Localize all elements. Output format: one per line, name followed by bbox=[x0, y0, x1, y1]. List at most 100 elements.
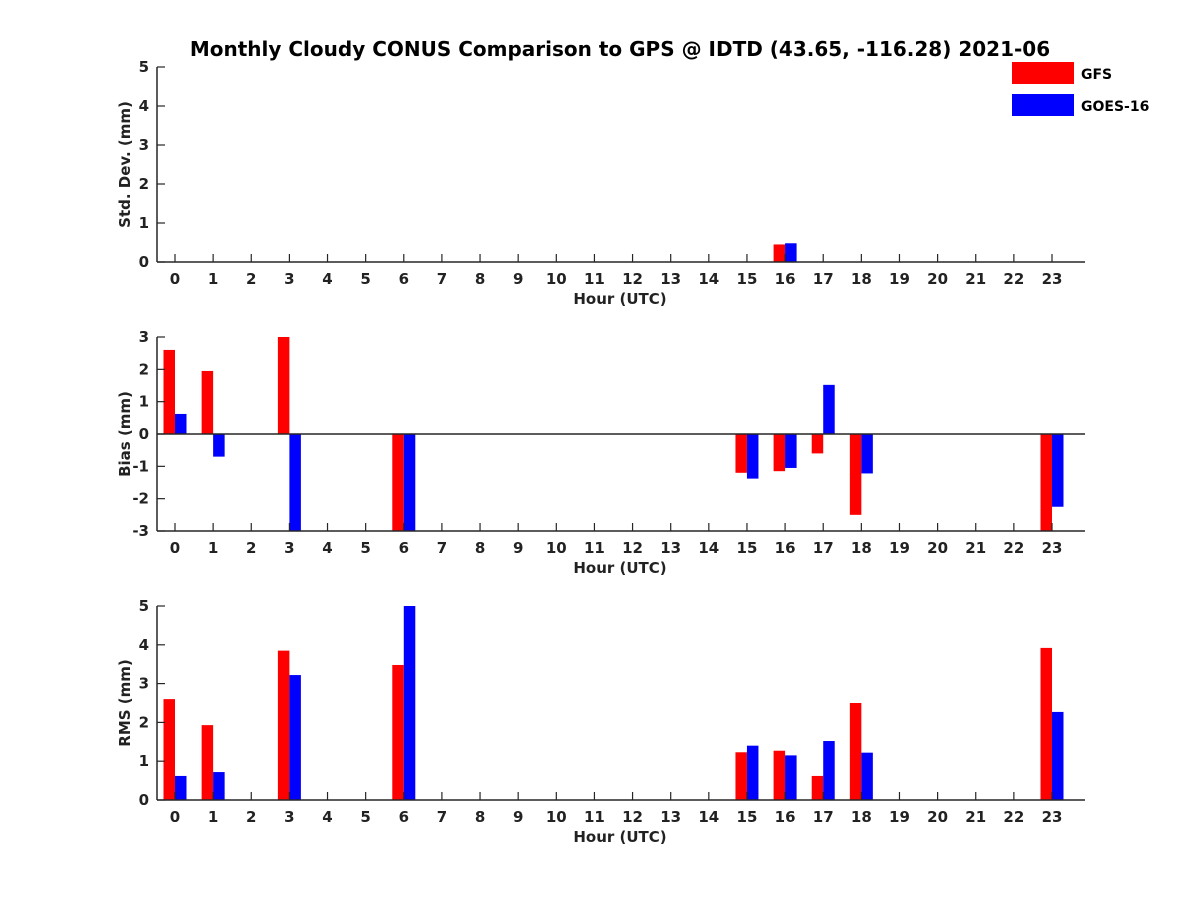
x-tick-label: 23 bbox=[1042, 808, 1063, 826]
x-axis-label: Hour (UTC) bbox=[573, 559, 666, 577]
bar-goes-16-hour-23 bbox=[1052, 434, 1064, 507]
x-tick-label: 10 bbox=[546, 270, 567, 288]
x-tick-label: 0 bbox=[170, 808, 180, 826]
x-tick-label: 13 bbox=[660, 270, 681, 288]
legend-item-goes-16: GOES-16 bbox=[1012, 94, 1149, 116]
x-tick-label: 1 bbox=[208, 270, 218, 288]
legend-label: GFS bbox=[1081, 67, 1112, 83]
bar-goes-16-hour-1 bbox=[213, 772, 225, 800]
x-tick-label: 20 bbox=[927, 539, 948, 557]
x-tick-label: 19 bbox=[889, 808, 910, 826]
bar-gfs-hour-3 bbox=[277, 337, 290, 434]
bar-goes-16-hour-15 bbox=[746, 745, 759, 800]
x-tick-label: 16 bbox=[775, 808, 796, 826]
x-tick-label: 6 bbox=[399, 270, 409, 288]
bar-goes-16-hour-17 bbox=[823, 741, 835, 800]
x-tick-label: 1 bbox=[208, 539, 218, 557]
x-tick-label: 2 bbox=[246, 539, 256, 557]
y-tick-label: 1 bbox=[139, 752, 149, 770]
bar-gfs-hour-16 bbox=[773, 434, 786, 472]
y-tick-label: 5 bbox=[139, 597, 149, 615]
x-tick-label: 4 bbox=[322, 270, 332, 288]
bar-goes-16-hour-17 bbox=[823, 384, 835, 434]
y-tick-label: -1 bbox=[132, 457, 149, 475]
x-tick-label: 18 bbox=[851, 539, 872, 557]
bar-goes-16-hour-1 bbox=[213, 434, 225, 457]
legend-swatch bbox=[1012, 94, 1074, 116]
bar-goes-16-hour-0 bbox=[175, 775, 187, 800]
x-tick-label: 6 bbox=[399, 539, 409, 557]
x-tick-label: 22 bbox=[1003, 808, 1024, 826]
x-tick-label: 20 bbox=[927, 270, 948, 288]
y-tick-label: 3 bbox=[139, 136, 149, 154]
bar-goes-16-hour-3 bbox=[289, 434, 301, 531]
bar-gfs-hour-18 bbox=[849, 434, 862, 515]
bar-gfs-hour-1 bbox=[201, 370, 214, 434]
x-tick-label: 20 bbox=[927, 808, 948, 826]
x-tick-label: 4 bbox=[322, 539, 332, 557]
legend-item-gfs: GFS bbox=[1012, 62, 1112, 84]
x-tick-label: 9 bbox=[513, 808, 523, 826]
x-tick-label: 12 bbox=[622, 539, 643, 557]
bar-goes-16-hour-0 bbox=[175, 413, 187, 434]
x-tick-label: 0 bbox=[170, 539, 180, 557]
x-tick-label: 14 bbox=[698, 270, 719, 288]
legend-swatch bbox=[1012, 62, 1074, 84]
bar-goes-16-hour-15 bbox=[746, 434, 759, 479]
x-tick-label: 12 bbox=[622, 270, 643, 288]
x-tick-label: 22 bbox=[1003, 270, 1024, 288]
bar-goes-16-hour-6 bbox=[403, 606, 416, 800]
x-tick-label: 10 bbox=[546, 808, 567, 826]
bar-goes-16-hour-16 bbox=[785, 434, 797, 468]
y-tick-label: 0 bbox=[139, 253, 149, 271]
y-tick-label: 3 bbox=[139, 328, 149, 346]
y-tick-label: -3 bbox=[132, 522, 149, 540]
legend-label: GOES-16 bbox=[1081, 99, 1149, 115]
y-tick-label: 1 bbox=[139, 393, 149, 411]
bar-goes-16-hour-16 bbox=[785, 755, 797, 800]
bar-gfs-hour-1 bbox=[201, 725, 214, 800]
x-tick-label: 23 bbox=[1042, 539, 1063, 557]
bar-gfs-hour-23 bbox=[1040, 647, 1052, 800]
y-tick-label: 2 bbox=[139, 360, 149, 378]
x-tick-label: 21 bbox=[965, 270, 986, 288]
x-tick-label: 18 bbox=[851, 808, 872, 826]
x-tick-label: 21 bbox=[965, 808, 986, 826]
x-tick-label: 15 bbox=[737, 808, 758, 826]
y-tick-label: 4 bbox=[139, 636, 149, 654]
bar-gfs-hour-0 bbox=[163, 349, 175, 434]
bar-gfs-hour-6 bbox=[392, 434, 404, 531]
y-tick-label: 3 bbox=[139, 675, 149, 693]
x-tick-label: 16 bbox=[775, 270, 796, 288]
x-tick-label: 23 bbox=[1042, 270, 1063, 288]
y-tick-label: -2 bbox=[132, 490, 149, 508]
x-tick-label: 10 bbox=[546, 539, 567, 557]
y-axis-label: Std. Dev. (mm) bbox=[116, 101, 134, 228]
x-tick-label: 0 bbox=[170, 270, 180, 288]
y-tick-label: 1 bbox=[139, 214, 149, 232]
y-tick-label: 2 bbox=[139, 713, 149, 731]
x-tick-label: 14 bbox=[698, 539, 719, 557]
x-tick-label: 8 bbox=[475, 539, 485, 557]
bar-goes-16-hour-23 bbox=[1052, 711, 1064, 800]
x-axis-label: Hour (UTC) bbox=[573, 828, 666, 846]
bar-gfs-hour-17 bbox=[811, 775, 824, 800]
x-tick-label: 7 bbox=[437, 808, 447, 826]
x-tick-label: 2 bbox=[246, 270, 256, 288]
x-tick-label: 14 bbox=[698, 808, 719, 826]
bar-gfs-hour-0 bbox=[163, 699, 175, 800]
bars bbox=[163, 337, 1064, 531]
x-tick-label: 22 bbox=[1003, 539, 1024, 557]
x-tick-label: 12 bbox=[622, 808, 643, 826]
x-tick-label: 3 bbox=[284, 270, 294, 288]
x-tick-label: 21 bbox=[965, 539, 986, 557]
bar-goes-16-hour-18 bbox=[861, 434, 873, 474]
y-axis-label: Bias (mm) bbox=[116, 391, 134, 477]
x-tick-label: 8 bbox=[475, 270, 485, 288]
bar-gfs-hour-3 bbox=[277, 650, 290, 800]
x-tick-label: 5 bbox=[360, 539, 370, 557]
